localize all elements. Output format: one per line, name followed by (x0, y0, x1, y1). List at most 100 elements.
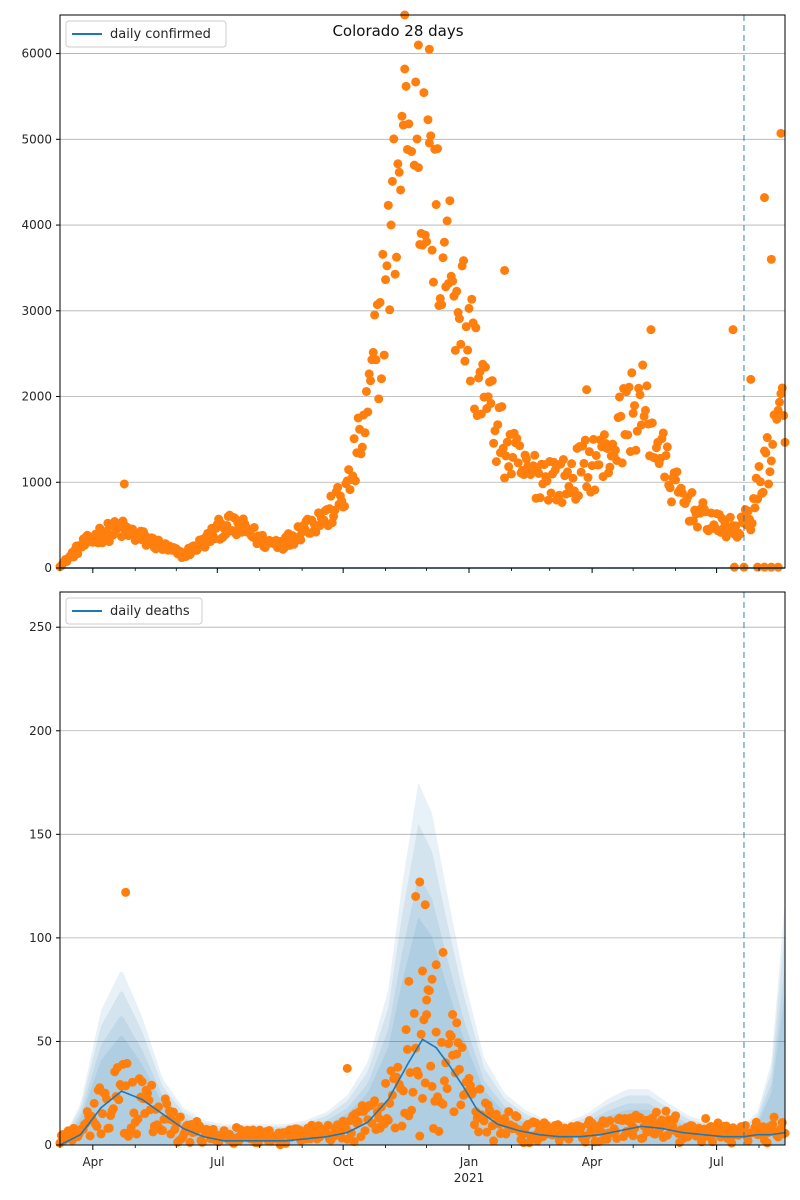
data-point (631, 445, 641, 455)
x-tick-sublabel: 2021 (454, 1171, 485, 1185)
data-point (554, 490, 564, 500)
data-point (521, 454, 531, 464)
data-point (426, 131, 436, 141)
data-point (431, 200, 441, 210)
data-point (404, 976, 414, 986)
data-point (108, 1104, 118, 1114)
data-point (568, 473, 578, 483)
confirmed-plot-frame (59, 14, 786, 569)
data-point (133, 1114, 143, 1124)
data-point (697, 1137, 707, 1147)
data-point (456, 339, 466, 349)
data-point (501, 451, 511, 461)
data-point (651, 1107, 661, 1117)
data-point (661, 450, 671, 460)
data-point (401, 1025, 411, 1035)
data-point (454, 1064, 464, 1074)
data-point (366, 376, 376, 386)
data-point (497, 402, 507, 412)
data-point (383, 1115, 393, 1125)
data-point (708, 1137, 717, 1147)
data-point (692, 522, 702, 532)
data-point (423, 115, 433, 125)
data-point (616, 411, 626, 421)
data-point (114, 1095, 124, 1105)
series-line (59, 1038, 786, 1146)
data-point (590, 485, 600, 495)
data-point (515, 441, 525, 451)
data-point (393, 159, 403, 169)
data-point (467, 294, 477, 304)
data-point (121, 1081, 131, 1091)
data-point (479, 1116, 489, 1126)
data-point (747, 518, 757, 528)
data-point (740, 1120, 750, 1130)
data-point (389, 134, 399, 144)
data-point (599, 430, 609, 440)
data-point (579, 458, 589, 468)
data-point (630, 401, 640, 411)
data-point (390, 269, 400, 279)
data-point (476, 409, 486, 419)
data-point (753, 562, 763, 572)
data-point (687, 488, 697, 498)
data-point (671, 475, 681, 485)
data-point (512, 1112, 522, 1122)
data-point (491, 1109, 501, 1119)
data-point (392, 252, 402, 262)
data-point (500, 1114, 510, 1123)
data-point (415, 877, 425, 887)
data-point (443, 1039, 453, 1049)
data-point (412, 134, 422, 144)
data-point (449, 1107, 459, 1117)
data-point (567, 459, 577, 469)
data-point (588, 434, 598, 444)
data-point (370, 310, 380, 320)
data-point (353, 1117, 363, 1127)
data-point (761, 448, 771, 458)
uncertainty-band (60, 782, 785, 1145)
uncertainty-band (60, 875, 785, 1145)
data-point (104, 1123, 114, 1133)
data-point (558, 455, 568, 464)
data-point (489, 1136, 499, 1146)
data-point (342, 1063, 352, 1073)
data-point (413, 40, 423, 50)
data-point (772, 414, 782, 424)
data-point (379, 350, 389, 360)
data-point (583, 473, 593, 483)
data-point (128, 1077, 137, 1087)
data-point (646, 325, 656, 335)
data-point (349, 1137, 359, 1146)
data-point (464, 303, 474, 313)
data-point (96, 1129, 106, 1139)
data-point (437, 300, 447, 310)
data-point (386, 220, 396, 230)
x-tick-label: Oct (333, 1155, 354, 1169)
data-point (394, 167, 404, 177)
data-point (661, 1106, 671, 1116)
data-point (438, 253, 448, 263)
data-point (728, 325, 738, 335)
data-point (576, 1122, 586, 1132)
data-point (468, 1086, 478, 1096)
data-point (623, 430, 633, 440)
data-point (768, 439, 778, 449)
data-point (642, 381, 652, 391)
data-point (446, 1031, 456, 1041)
data-point (493, 420, 503, 430)
data-point (471, 323, 481, 333)
data-point (489, 438, 499, 448)
data-point (727, 1138, 737, 1148)
data-point (605, 1116, 615, 1126)
data-point (474, 1127, 484, 1137)
data-point (431, 960, 441, 970)
data-point (386, 1066, 396, 1076)
data-point (591, 450, 601, 460)
data-point (333, 482, 343, 492)
data-point (427, 245, 437, 255)
data-point (375, 297, 385, 307)
data-point (102, 1094, 112, 1104)
data-point (580, 435, 590, 445)
data-point (750, 503, 760, 513)
